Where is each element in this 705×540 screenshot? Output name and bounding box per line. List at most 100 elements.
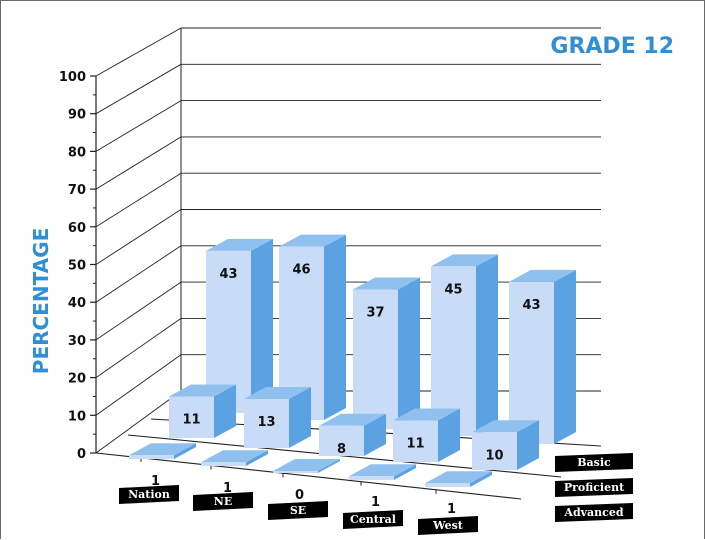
y-tick-label: 30 xyxy=(68,334,86,349)
gridline-side xyxy=(95,318,182,378)
value-label-proficient: 11 xyxy=(182,413,200,428)
bar-basic-ne-top xyxy=(279,234,346,247)
bar-basic-se-top xyxy=(353,277,420,290)
bar-basic-se-side xyxy=(398,277,420,429)
category-label-se: SE xyxy=(268,501,328,520)
bar-proficient-nation-top xyxy=(169,384,236,397)
value-label-advanced: 0 xyxy=(295,488,304,503)
value-label-proficient: 10 xyxy=(485,448,503,463)
bar-proficient-ne-side xyxy=(289,387,311,448)
series-label-advanced: Advanced xyxy=(555,503,633,522)
bar-basic-se-face xyxy=(353,289,398,429)
category-label-ne: NE xyxy=(193,492,253,511)
y-tick-label: 100 xyxy=(59,70,86,85)
bar-basic-west-top xyxy=(509,269,576,282)
bar-proficient-nation-face xyxy=(169,396,214,438)
bar-advanced-ne-face xyxy=(201,462,246,466)
bar-basic-west-face xyxy=(509,281,554,444)
y-tick-labels: 0 10 20 30 40 50 60 70 80 90 100 xyxy=(59,70,86,462)
bar-proficient-ne-top xyxy=(244,387,311,399)
value-label-proficient: 8 xyxy=(337,442,346,457)
category-labels: Nation NE SE Central West xyxy=(119,485,478,535)
category-label-nation-plate xyxy=(119,485,179,504)
bar-basic-west-side xyxy=(554,269,576,444)
bar-basic-central-top xyxy=(431,254,498,267)
bar-basic-nation-side xyxy=(251,238,273,413)
series-label-advanced-text: Advanced xyxy=(563,506,623,519)
series-label-basic: Basic xyxy=(555,453,633,472)
bar-advanced-central-side xyxy=(394,464,416,480)
gridline-side xyxy=(95,245,182,303)
floor-line xyxy=(95,452,522,500)
category-label-central: Central xyxy=(343,510,403,529)
bar-advanced-west-top xyxy=(425,471,492,484)
bar-advanced-west xyxy=(425,471,492,487)
y-tick-label: 80 xyxy=(68,145,86,160)
y-tick-label: 50 xyxy=(68,259,86,274)
value-label-advanced: 1 xyxy=(151,474,160,489)
category-label-ne-text: NE xyxy=(214,495,232,508)
bar-basic-ne xyxy=(279,234,346,420)
bar-advanced-west-side xyxy=(470,471,492,487)
gridline-side xyxy=(95,136,182,190)
series-label-basic-plate xyxy=(555,453,633,472)
y-tick-label: 20 xyxy=(68,372,86,387)
bar-basic-central xyxy=(431,254,498,436)
category-label-se-plate xyxy=(268,501,328,520)
value-label-basic: 46 xyxy=(292,263,310,278)
y-tick-label: 40 xyxy=(68,296,86,311)
value-label-advanced: 1 xyxy=(447,502,456,517)
bar-basic-west xyxy=(509,269,576,444)
series-label-advanced-plate xyxy=(555,503,633,522)
value-label-advanced: 1 xyxy=(371,495,380,510)
gridline-side xyxy=(95,63,182,115)
bar-proficient-west-side xyxy=(517,420,539,470)
gridline-side xyxy=(95,354,182,416)
bar-advanced-se xyxy=(273,459,340,473)
gridline-side xyxy=(95,209,182,265)
bar-proficient-se-side xyxy=(364,413,386,456)
y-tick-label: 90 xyxy=(68,108,86,123)
bar-proficient-central xyxy=(393,408,460,462)
y-tick-label: 60 xyxy=(68,221,86,236)
value-label-basic: 37 xyxy=(366,306,384,321)
gridline-side xyxy=(95,100,182,152)
bar-basic-nation-top xyxy=(206,238,273,251)
bar-advanced-nation-face xyxy=(129,455,174,459)
value-label-basic: 43 xyxy=(219,267,237,282)
series-label-basic-text: Basic xyxy=(577,456,611,469)
value-label-basic: 45 xyxy=(444,282,462,297)
bar-proficient-nation-side xyxy=(214,384,236,438)
bar-proficient-ne-face xyxy=(244,398,289,448)
gridline-side xyxy=(95,27,182,77)
y-tick-label: 0 xyxy=(77,447,86,462)
bar-proficient-west-top xyxy=(472,420,539,433)
category-label-ne-plate xyxy=(193,492,253,511)
category-label-nation-text: Nation xyxy=(128,488,170,501)
bar-advanced-central-top xyxy=(349,464,416,477)
category-label-west: West xyxy=(418,516,478,535)
bar-basic-se xyxy=(353,277,420,429)
bar-basic-central-side xyxy=(476,254,498,436)
category-label-west-text: West xyxy=(432,519,464,532)
series-label-proficient-plate xyxy=(555,478,633,497)
bar-advanced-west-face xyxy=(425,483,470,487)
bar-advanced-se-side xyxy=(318,459,340,473)
bar-proficient-central-side xyxy=(438,408,460,462)
value-label-basic: 43 xyxy=(522,298,540,313)
category-label-west-plate xyxy=(418,516,478,535)
series-labels: Advanced Proficient Basic xyxy=(555,453,633,522)
bar-advanced-nation-top xyxy=(129,443,196,456)
bar-basic-ne-side xyxy=(324,234,346,420)
category-label-central-plate xyxy=(343,510,403,529)
series-label-proficient: Proficient xyxy=(555,478,633,497)
value-label-advanced: 1 xyxy=(223,481,232,496)
bar-advanced-ne xyxy=(201,450,268,466)
bar-advanced-central-face xyxy=(349,476,394,480)
bar-proficient-west-face xyxy=(472,432,517,470)
y-tick-label: 10 xyxy=(68,409,86,424)
bar-proficient-west xyxy=(472,420,539,470)
category-label-nation: Nation xyxy=(119,485,179,504)
